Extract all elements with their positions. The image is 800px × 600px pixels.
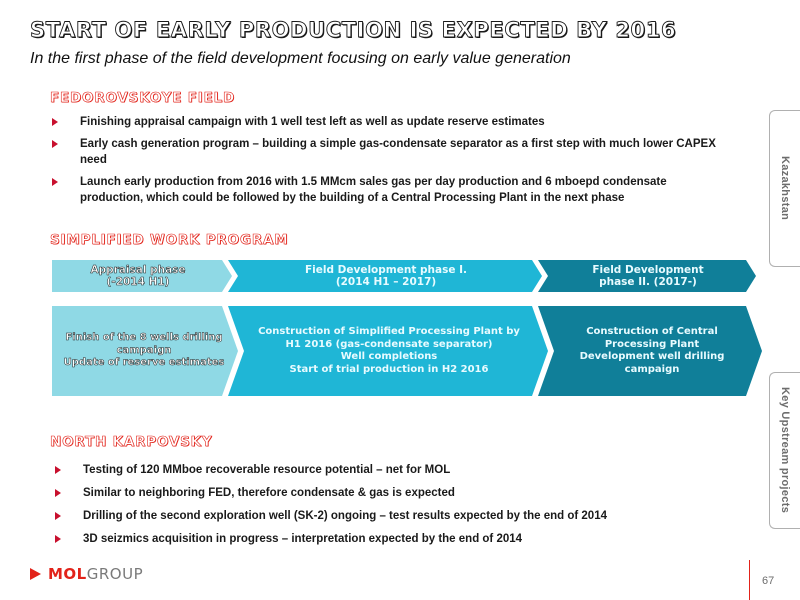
bullet-text: Testing of 120 MMboe recoverable resourc…	[83, 464, 451, 476]
bullet-text: Similar to neighboring FED, therefore co…	[83, 487, 455, 499]
phase-3-header: Field Development phase II. (2017-)	[548, 260, 748, 292]
mol-group-logo: MOLGROUP	[28, 565, 143, 583]
side-tab-kazakhstan-label: Kazakhstan	[779, 156, 791, 221]
phase-2-header-shape	[228, 260, 542, 292]
bullet-arrow-icon	[55, 489, 61, 497]
side-tab-kazakhstan[interactable]: Kazakhstan	[769, 110, 800, 267]
bullet-arrow-icon	[52, 118, 58, 126]
bullet-arrow-icon	[55, 512, 61, 520]
bullet-text: Early cash generation program – building…	[80, 138, 716, 166]
bullet-item: Finishing appraisal campaign with 1 well…	[52, 114, 722, 130]
phase-2-detail-text: Construction of Simplified Processing Pl…	[258, 326, 520, 375]
phase-2-header-text: Field Development phase I. (2014 H1 – 20…	[304, 264, 467, 288]
bullet-arrow-icon	[52, 178, 58, 186]
page-number: 67	[762, 575, 775, 587]
bullet-item: Similar to neighboring FED, therefore co…	[55, 485, 725, 501]
phase-2-detail-shape	[228, 306, 548, 396]
bullet-arrow-icon	[52, 140, 58, 148]
bullet-text: Finishing appraisal campaign with 1 well…	[80, 116, 545, 128]
phase-2-header: Field Development phase I. (2014 H1 – 20…	[238, 260, 534, 292]
side-tab-key-upstream-projects-label: Key Upstream projects	[779, 387, 791, 514]
section-heading-fedorovskoye: FEDOROVSKOYE FIELD	[50, 90, 236, 107]
bullet-arrow-icon	[55, 535, 61, 543]
bullet-item: Drilling of the second exploration well …	[55, 508, 725, 524]
section-heading-work-program: SIMPLIFIED WORK PROGRAM	[50, 232, 289, 249]
phase-1-detail: Finish of the 8 wells drilling campaign …	[52, 306, 236, 396]
bullet-item: Launch early production from 2016 with 1…	[52, 174, 722, 206]
phase-3-detail-shape	[538, 306, 762, 396]
bullet-item: Early cash generation program – building…	[52, 136, 722, 168]
phase-1-detail-shape	[52, 306, 238, 396]
logo-text: MOLGROUP	[48, 565, 143, 583]
phase-3-header-text: Field Development phase II. (2017-)	[592, 264, 704, 288]
section-heading-north-karpovsky: NORTH KARPOVSKY	[50, 434, 213, 451]
phase-1-header: Appraisal phase (-2014 H1)	[52, 260, 224, 292]
bullet-text: Drilling of the second exploration well …	[83, 510, 607, 522]
bullet-text: 3D seizmics acquisition in progress – in…	[83, 533, 523, 545]
logo-text-group: GROUP	[86, 565, 144, 583]
bullet-arrow-icon	[55, 466, 61, 474]
bullet-item: Testing of 120 MMboe recoverable resourc…	[55, 462, 725, 478]
side-tab-key-upstream-projects[interactable]: Key Upstream projects	[769, 372, 800, 529]
phase-3-detail: Construction of Central Processing Plant…	[560, 306, 744, 396]
logo-text-mol: MOL	[48, 565, 87, 583]
bullet-item: 3D seizmics acquisition in progress – in…	[55, 531, 725, 547]
footer-divider	[749, 560, 750, 600]
fedorovskoye-bullet-list: Finishing appraisal campaign with 1 well…	[52, 114, 722, 206]
phase-1-header-shape	[52, 260, 232, 292]
page-subtitle: In the first phase of the field developm…	[30, 50, 571, 67]
north-karpovsky-bullet-list: Testing of 120 MMboe recoverable resourc…	[55, 462, 725, 547]
mol-logo-icon	[30, 568, 41, 580]
phase-1-detail-text: Finish of the 8 wells drilling campaign …	[63, 332, 225, 369]
phase-2-detail: Construction of Simplified Processing Pl…	[248, 306, 530, 396]
phase-3-header-shape	[538, 260, 756, 292]
phase-1-header-text: Appraisal phase (-2014 H1)	[90, 264, 186, 289]
phase-3-detail-text: Construction of Central Processing Plant…	[579, 326, 725, 375]
bullet-text: Launch early production from 2016 with 1…	[80, 176, 667, 204]
page-title: START OF EARLY PRODUCTION IS EXPECTED BY…	[30, 18, 677, 43]
